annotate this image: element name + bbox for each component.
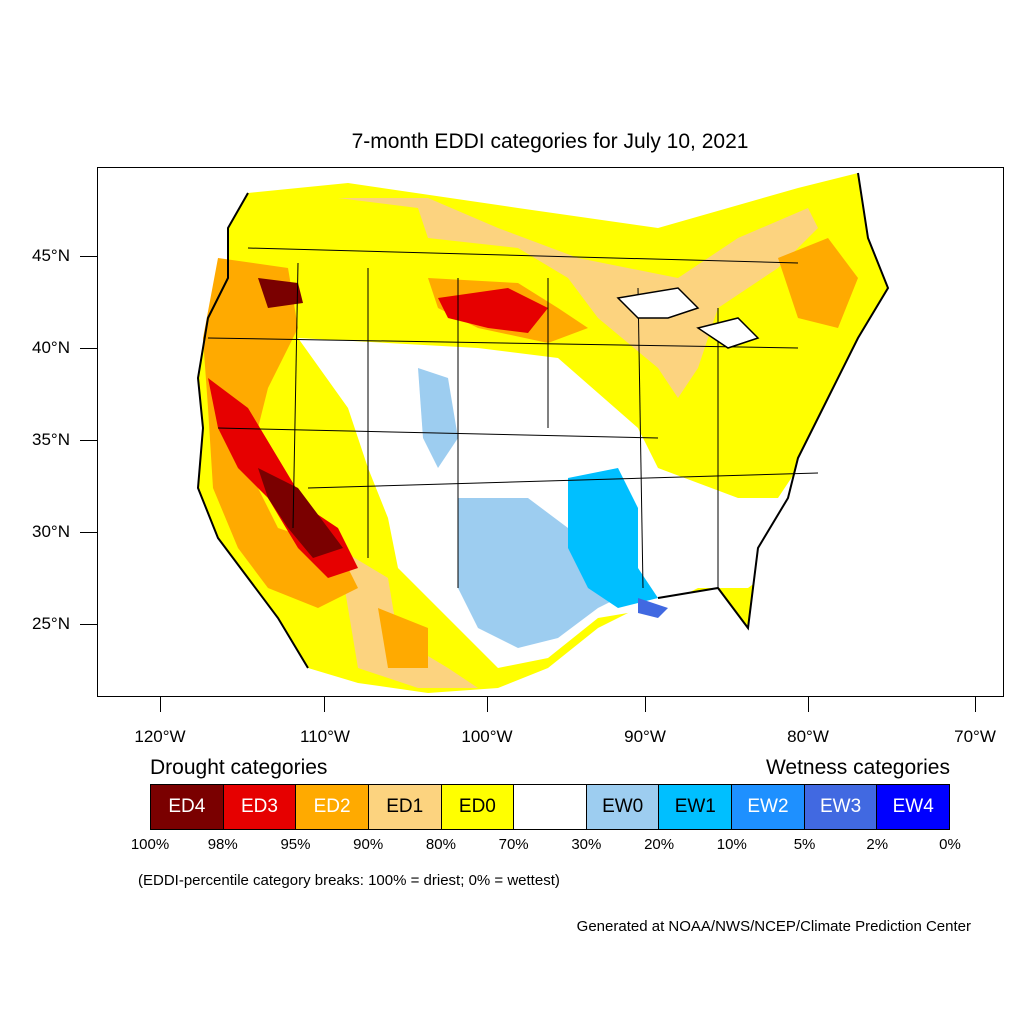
lon-label-120w: 120°W — [134, 727, 186, 746]
lon-tick — [645, 697, 646, 712]
legend-box-ew1: EW1 — [659, 785, 733, 829]
ed1-north — [338, 198, 818, 398]
ew0-northplains — [418, 368, 458, 468]
percentile-label: 10% — [716, 836, 747, 853]
percentile-label: 98% — [207, 836, 238, 853]
lon-tick — [808, 697, 809, 712]
ed4-oregon — [258, 278, 303, 308]
percentile-label: 95% — [280, 836, 311, 853]
percentile-label: 90% — [353, 836, 384, 853]
drought-heading: Drought categories — [150, 756, 328, 779]
ed2-west — [203, 258, 358, 608]
credit-line: Generated at NOAA/NWS/NCEP/Climate Predi… — [576, 918, 971, 935]
lon-label-90w: 90°W — [624, 727, 666, 746]
lat-label-30n: 30°N — [32, 522, 70, 541]
ew3-coast — [638, 598, 668, 618]
lon-tick — [324, 697, 325, 712]
legend-box-ed2: ED2 — [296, 785, 369, 829]
lat-tick — [80, 256, 97, 257]
map-canvas — [196, 172, 890, 693]
lon-label-70w: 70°W — [954, 727, 996, 746]
percentile-label: 80% — [425, 836, 456, 853]
lat-tick — [80, 532, 97, 533]
legend-box-ew3: EW3 — [804, 785, 878, 829]
great-lakes — [616, 287, 760, 349]
lat-label-45n: 45°N — [32, 246, 70, 265]
lat-label-40n: 40°N — [32, 338, 70, 357]
lat-tick — [80, 624, 97, 625]
category-legend: ED4 ED3 ED2 ED1 ED0 EW0 EW1 EW2 EW3 EW4 — [150, 784, 950, 830]
legend-box-normal — [514, 785, 587, 829]
percentile-label: 100% — [130, 836, 170, 853]
percentile-label: 0% — [939, 836, 961, 853]
legend-box-ed4: ED4 — [151, 785, 224, 829]
ed1-southwest — [338, 548, 478, 688]
ew1-south — [568, 468, 658, 608]
ed2-south — [378, 608, 428, 668]
lat-tick — [80, 440, 97, 441]
lon-tick — [975, 697, 976, 712]
lat-label-35n: 35°N — [32, 430, 70, 449]
legend-box-ew0: EW0 — [586, 785, 660, 829]
state-boundaries — [207, 247, 819, 589]
coastline — [196, 172, 890, 669]
lat-tick — [80, 348, 97, 349]
legend-box-ed0: ED0 — [441, 785, 515, 829]
lat-label-25n: 25°N — [32, 614, 70, 633]
ed4-southwest — [258, 468, 343, 558]
percentile-label: 70% — [498, 836, 529, 853]
lon-label-110w: 110°W — [300, 727, 350, 746]
ed2-northeast — [778, 238, 858, 328]
lon-label-100w: 100°W — [461, 727, 513, 746]
percentile-label: 20% — [644, 836, 675, 853]
wetness-heading: Wetness categories — [765, 756, 950, 779]
legend-box-ed1: ED1 — [368, 785, 442, 829]
lon-tick — [487, 697, 488, 712]
chart-title: 7-month EDDI categories for July 10, 202… — [351, 130, 749, 153]
lon-label-80w: 80°W — [787, 727, 829, 746]
lon-tick — [160, 697, 161, 712]
legend-box-ew2: EW2 — [732, 785, 805, 829]
percentile-label: 5% — [793, 836, 816, 853]
percentile-label: 30% — [571, 836, 602, 853]
ed3-dakotas — [438, 288, 548, 333]
legend-box-ew4: EW4 — [877, 785, 950, 829]
percentile-note: (EDDI-percentile category breaks: 100% =… — [138, 872, 560, 889]
percentile-label: 2% — [866, 836, 889, 853]
legend-box-ed3: ED3 — [223, 785, 297, 829]
eddi-map — [97, 167, 1004, 697]
